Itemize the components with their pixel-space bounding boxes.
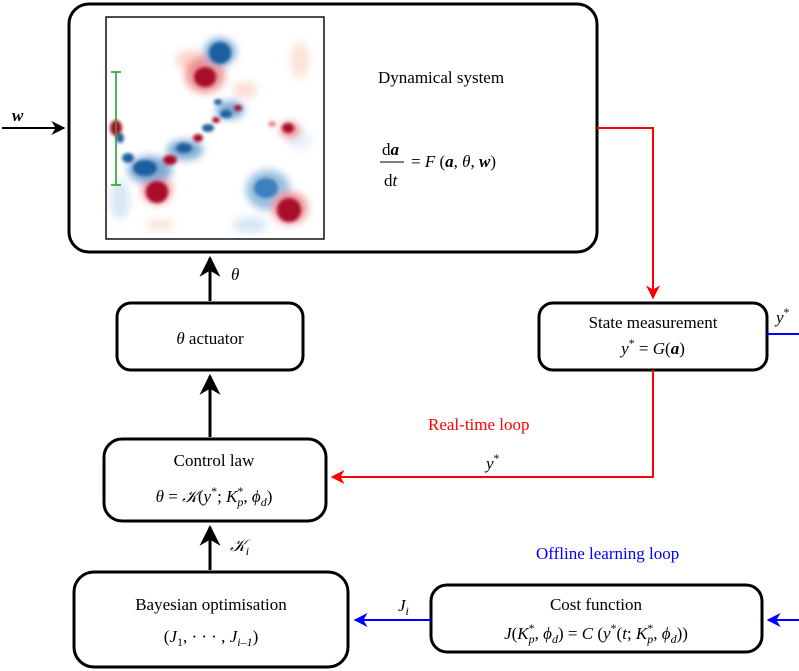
cost-function-box xyxy=(429,583,764,654)
flow-field-image xyxy=(105,16,325,240)
bayesian-optimisation-args: (J1, · · · , Ji–1) xyxy=(164,627,259,649)
dynamical-system-title: Dynamical system xyxy=(378,68,504,87)
control-law-box xyxy=(102,437,328,523)
realtime-loop-label: Real-time loop xyxy=(428,415,530,434)
svg-text:= F (a, θ, w): = F (a, θ, w) xyxy=(411,152,496,171)
dynamics-to-measurement-arrow xyxy=(597,127,660,300)
y-star-realtime-label: y* xyxy=(484,451,500,473)
offline-loop-label: Offline learning loop xyxy=(536,544,679,563)
dynamical-system-equation: da dt = F (a, θ, w) xyxy=(380,140,496,190)
input-w-label: w xyxy=(12,106,24,125)
k-i-label: 𝒦i xyxy=(230,536,251,558)
actuator-box xyxy=(115,301,305,372)
control-law-equation: θ = 𝒦(y*; K* p, ϕd) xyxy=(156,484,273,509)
actuator-label: θ actuator xyxy=(176,329,244,348)
state-measurement-title: State measurement xyxy=(589,313,718,332)
cost-function-equation: J(K* p, ϕd) = C (y*(t; K* p, ϕd)) xyxy=(504,621,688,646)
y-star-output-label: y* xyxy=(774,305,790,327)
theta-edge-label: θ xyxy=(231,265,239,284)
svg-text:dt: dt xyxy=(384,171,399,190)
cost-function-title: Cost function xyxy=(550,595,643,614)
svg-text:da: da xyxy=(382,140,400,159)
bayesian-optimisation-box xyxy=(72,570,350,669)
control-law-title: Control law xyxy=(174,451,255,470)
state-measurement-equation: y* = G(a) xyxy=(619,336,685,358)
j-i-label: Ji xyxy=(398,596,409,618)
bayesian-optimisation-title: Bayesian optimisation xyxy=(135,595,287,614)
measurement-to-control-arrow xyxy=(330,370,654,484)
